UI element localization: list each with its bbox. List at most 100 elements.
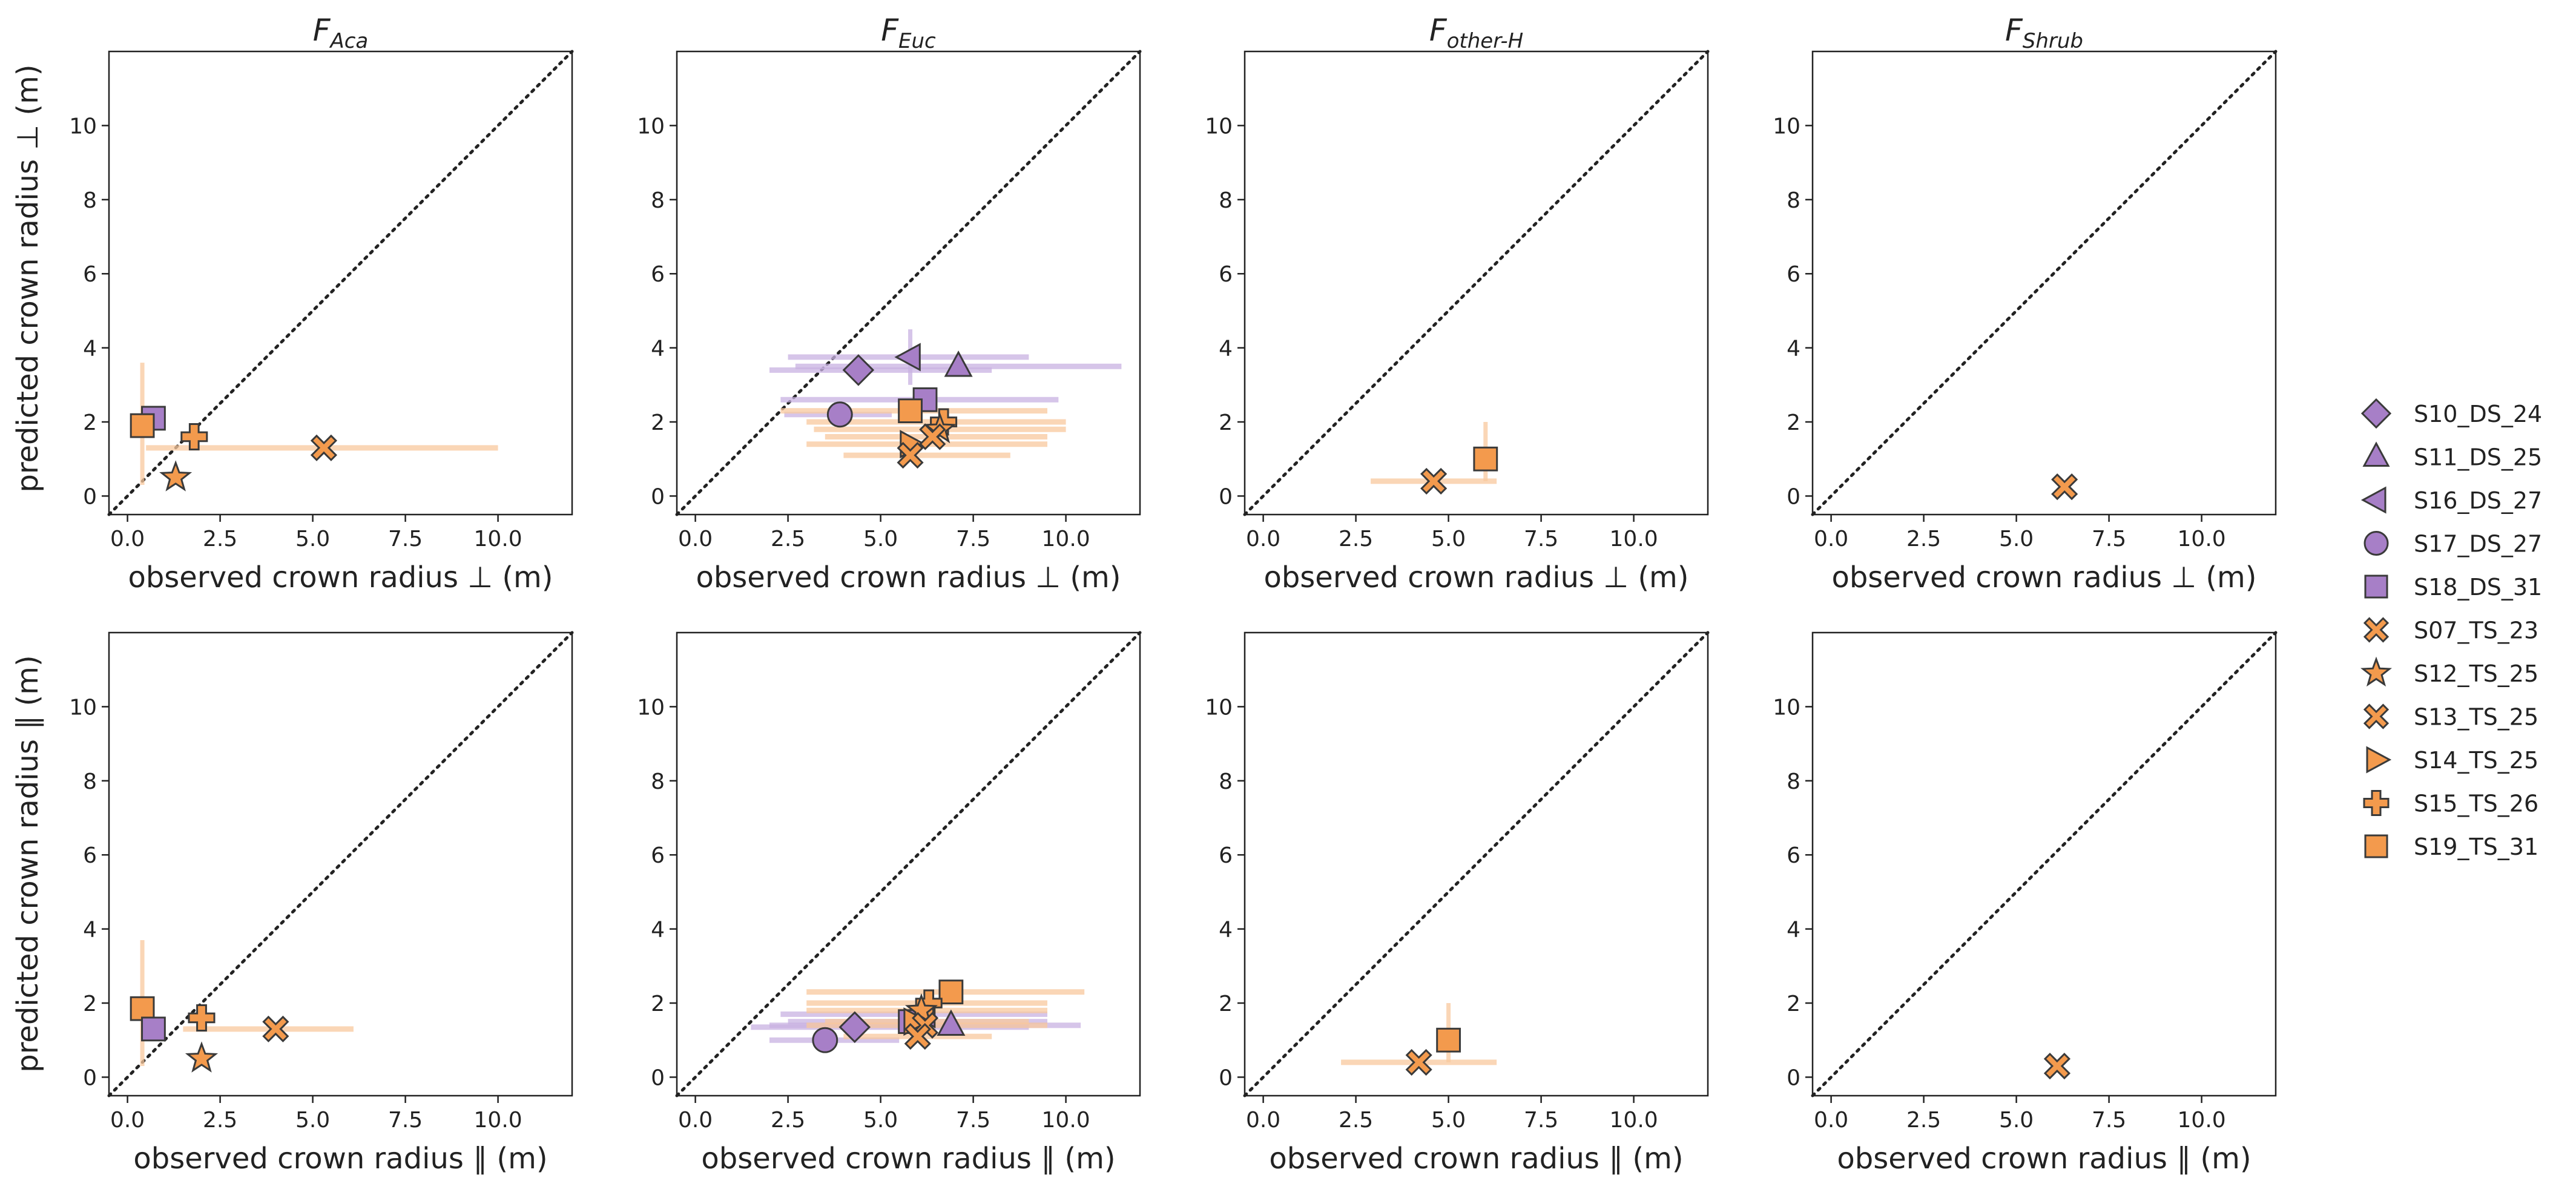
x-tick-label: 5.0 [1431,1108,1466,1133]
x-tick-label: 2.5 [1339,527,1373,551]
y-tick-label: 10 [637,695,665,720]
x-tick-label: 10.0 [1042,527,1090,551]
point-S13_TS_25 [897,441,924,469]
panel-2-1: 0.0 2.5 5.0 7.5 10.0 0 2 4 6 8 10 observed crown ra… [69,631,574,1176]
legend-item: S18_DS_31 [2364,574,2542,601]
point-S17_DS_27 [812,1027,838,1053]
point-S15_TS_26 [180,423,208,450]
y-tick-label: 4 [1787,337,1800,361]
legend-label: S12_TS_25 [2414,660,2538,687]
x-tick-label: 5.0 [1999,527,2034,551]
y-tick-label: 6 [651,262,665,287]
legend-label: S13_TS_25 [2414,704,2538,731]
point-S18_DS_31 [141,1016,166,1042]
point-S19_TS_31 [1436,1027,1461,1053]
panels: 0.0 2.5 5.0 7.5 10.0 0 2 4 6 8 10 observed crown ra… [69,13,2278,1176]
panel-title: FShrub [2005,13,2083,53]
identity-line [675,631,1142,1098]
identity-line [1811,631,2278,1098]
legend-item: S07_TS_23 [2363,617,2538,644]
point-S13_TS_25 [1405,1048,1432,1076]
y-tick-label: 2 [651,992,665,1016]
point-S19_TS_31 [130,413,155,438]
x-tick-label: 10.0 [1610,1108,1658,1133]
point-S07_TS_23 [2043,1052,2071,1080]
y-tick-label: 2 [1787,410,1800,435]
y-tick-label: 6 [1219,843,1233,868]
x-tick-label: 2.5 [1906,527,1941,551]
x-tick-label: 7.5 [388,1108,423,1133]
y-tick-label: 8 [1219,188,1233,213]
x-tick-label: 10.0 [2178,527,2226,551]
point-S07_TS_23 [2051,473,2078,501]
y-tick-label: 2 [1219,992,1233,1016]
y-tick-label: 0 [1219,1065,1233,1090]
x-axis-label: observed crown radius ∥ (m) [1837,1142,2251,1176]
panel-title-subscript: Euc [898,29,936,53]
legend-label: S15_TS_26 [2414,791,2538,817]
x-axis-label: observed crown radius ∥ (m) [133,1142,547,1176]
legend-item: S12_TS_25 [2360,656,2538,687]
y-tick-label: 0 [1787,1065,1800,1090]
y-tick-label: 4 [651,918,665,943]
x-tick-label: 7.5 [2092,1108,2126,1133]
point-S19_TS_31 [898,398,923,424]
legend-label: S18_DS_31 [2414,574,2542,601]
point-S19_TS_31 [130,996,155,1021]
y-tick-label: 0 [1219,484,1233,509]
x-tick-label: 2.5 [1339,1108,1373,1133]
y-tick-label: 8 [651,188,665,213]
x-axis-label: observed crown radius ⊥ (m) [696,561,1121,594]
point-S16_DS_27 [894,343,921,372]
identity-line [107,631,574,1098]
legend-marker-S17_DS_27 [2364,531,2389,556]
legend-marker-S16_DS_27 [2360,486,2387,514]
y-tick-label: 0 [83,484,97,509]
panel-2-4: 0.0 2.5 5.0 7.5 10.0 0 2 4 6 8 10 observed crown ra… [1773,631,2278,1176]
y-tick-label: 8 [1787,769,1800,794]
x-tick-label: 7.5 [956,1108,990,1133]
point-S11_DS_25 [937,1009,966,1036]
legend-item: S15_TS_26 [2363,790,2538,817]
legend-item: S10_DS_24 [2360,398,2542,429]
x-tick-label: 0.0 [1814,1108,1848,1133]
legend-label: S10_DS_24 [2414,401,2542,427]
y-tick-label: 4 [651,337,665,361]
x-tick-label: 7.5 [1524,527,1558,551]
x-tick-label: 7.5 [388,527,423,551]
point-S13_TS_25 [1420,467,1448,495]
x-tick-label: 2.5 [203,527,237,551]
x-tick-label: 5.0 [1999,1108,2034,1133]
y-tick-label: 0 [651,484,665,509]
y-tick-label: 6 [83,843,97,868]
point-S12_TS_25 [185,1041,219,1073]
x-tick-label: 5.0 [863,527,898,551]
y-tick-label: 6 [83,262,97,287]
y-tick-label: 10 [69,114,97,139]
y-tick-label: 10 [1773,114,1800,139]
x-axis-label: observed crown radius ∥ (m) [701,1142,1115,1176]
x-tick-label: 0.0 [1246,527,1280,551]
y-tick-label: 10 [69,695,97,720]
x-tick-label: 10.0 [474,1108,522,1133]
legend-marker-S15_TS_26 [2363,790,2390,816]
panel-title-subscript: Shrub [2023,29,2083,53]
x-tick-label: 2.5 [771,527,805,551]
point-S17_DS_27 [826,401,853,428]
y-tick-label: 0 [651,1065,665,1090]
y-tick-label: 6 [651,843,665,868]
y-tick-label: 6 [1219,262,1233,287]
y-tick-label: 2 [83,992,97,1016]
point-S11_DS_25 [944,350,973,377]
y-tick-label: 8 [1219,769,1233,794]
x-tick-label: 7.5 [956,527,990,551]
identity-line [1811,50,2278,516]
legend-label: S16_DS_27 [2414,487,2542,514]
x-tick-label: 5.0 [1431,527,1466,551]
x-tick-label: 0.0 [678,527,713,551]
point-S13_TS_25 [904,1022,931,1050]
y-tick-label: 10 [1205,114,1233,139]
x-tick-label: 10.0 [1042,1108,1090,1133]
y-tick-label: 8 [83,769,97,794]
y-tick-label: 2 [651,410,665,435]
